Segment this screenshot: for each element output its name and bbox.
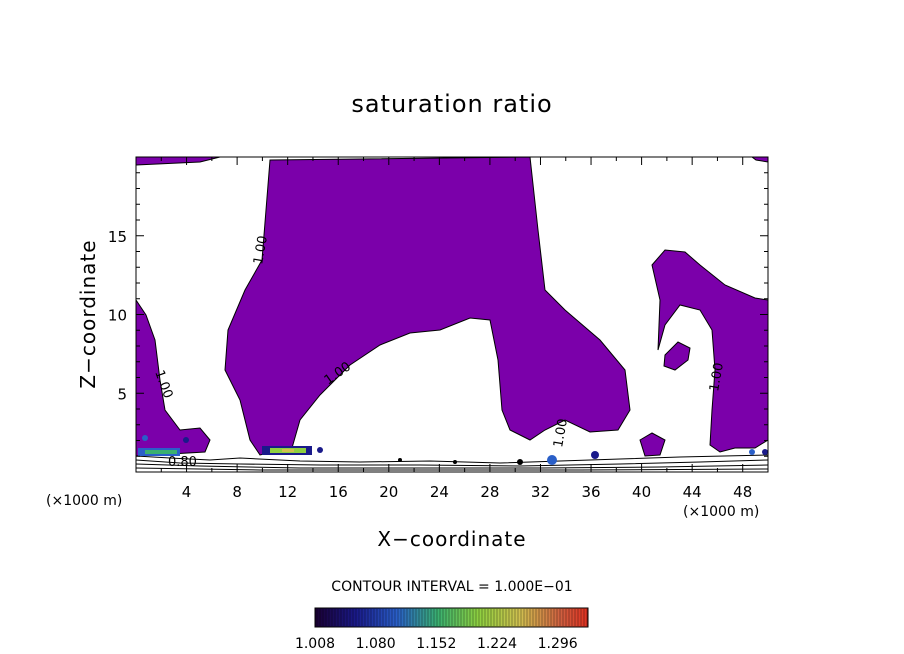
contour-label: 1.00 (251, 235, 271, 266)
colorbar: 1.008 1.080 1.152 1.224 1.296 (295, 607, 589, 652)
x-tick-label: 36 (581, 483, 600, 501)
x-tick-label: 12 (278, 483, 297, 501)
y-axis-ticks: 5 10 15 (108, 172, 768, 457)
y-tick-label: 15 (108, 228, 127, 246)
x-tick-label: 4 (182, 483, 192, 501)
x-tick-label: 44 (683, 483, 702, 501)
moist-anomalies (138, 435, 768, 465)
surface-contours (136, 454, 768, 471)
y-axis-label: Z−coordinate (76, 239, 100, 388)
small-island (663, 341, 691, 371)
x-tick-label: 40 (632, 483, 651, 501)
contour-label: 0.80 (168, 455, 197, 470)
colorbar-stripes (316, 609, 588, 626)
x-tick-label: 28 (480, 483, 499, 501)
right-column (651, 249, 768, 453)
x-axis-label: X−coordinate (377, 527, 526, 551)
colorbar-tick-labels: 1.008 1.080 1.152 1.224 1.296 (295, 636, 578, 652)
colorbar-tick-label: 1.296 (538, 636, 578, 652)
y-tick-label: 5 (117, 385, 127, 403)
colorbar-tick-label: 1.080 (356, 636, 396, 652)
chart-title: saturation ratio (351, 90, 552, 118)
plot-area (136, 157, 768, 471)
colorbar-tick-label: 1.008 (295, 636, 335, 652)
x-tick-label: 20 (379, 483, 398, 501)
saturation-region (136, 157, 768, 457)
x-axis-ticks: 4 8 12 16 20 24 28 32 36 40 44 48 (160, 157, 752, 501)
contour-label: 1.00 (551, 418, 571, 449)
low-blob (639, 432, 666, 457)
colorbar-tick-label: 1.152 (416, 636, 456, 652)
x-unit-right: (×1000 m) (683, 504, 759, 520)
x-tick-label: 48 (733, 483, 752, 501)
central-plume (224, 157, 631, 456)
contour-label: 1.00 (707, 362, 727, 393)
contour-interval-note: CONTOUR INTERVAL = 1.000E−01 (331, 579, 572, 595)
x-tick-label: 24 (430, 483, 449, 501)
top-right-sliver (751, 157, 768, 163)
y-tick-label: 10 (108, 307, 127, 325)
x-tick-label: 8 (232, 483, 242, 501)
x-tick-label: 32 (531, 483, 550, 501)
x-unit-left: (×1000 m) (46, 493, 122, 509)
colorbar-tick-label: 1.224 (477, 636, 517, 652)
top-left-sliver (136, 157, 221, 166)
x-tick-label: 16 (329, 483, 348, 501)
left-column (136, 299, 211, 457)
